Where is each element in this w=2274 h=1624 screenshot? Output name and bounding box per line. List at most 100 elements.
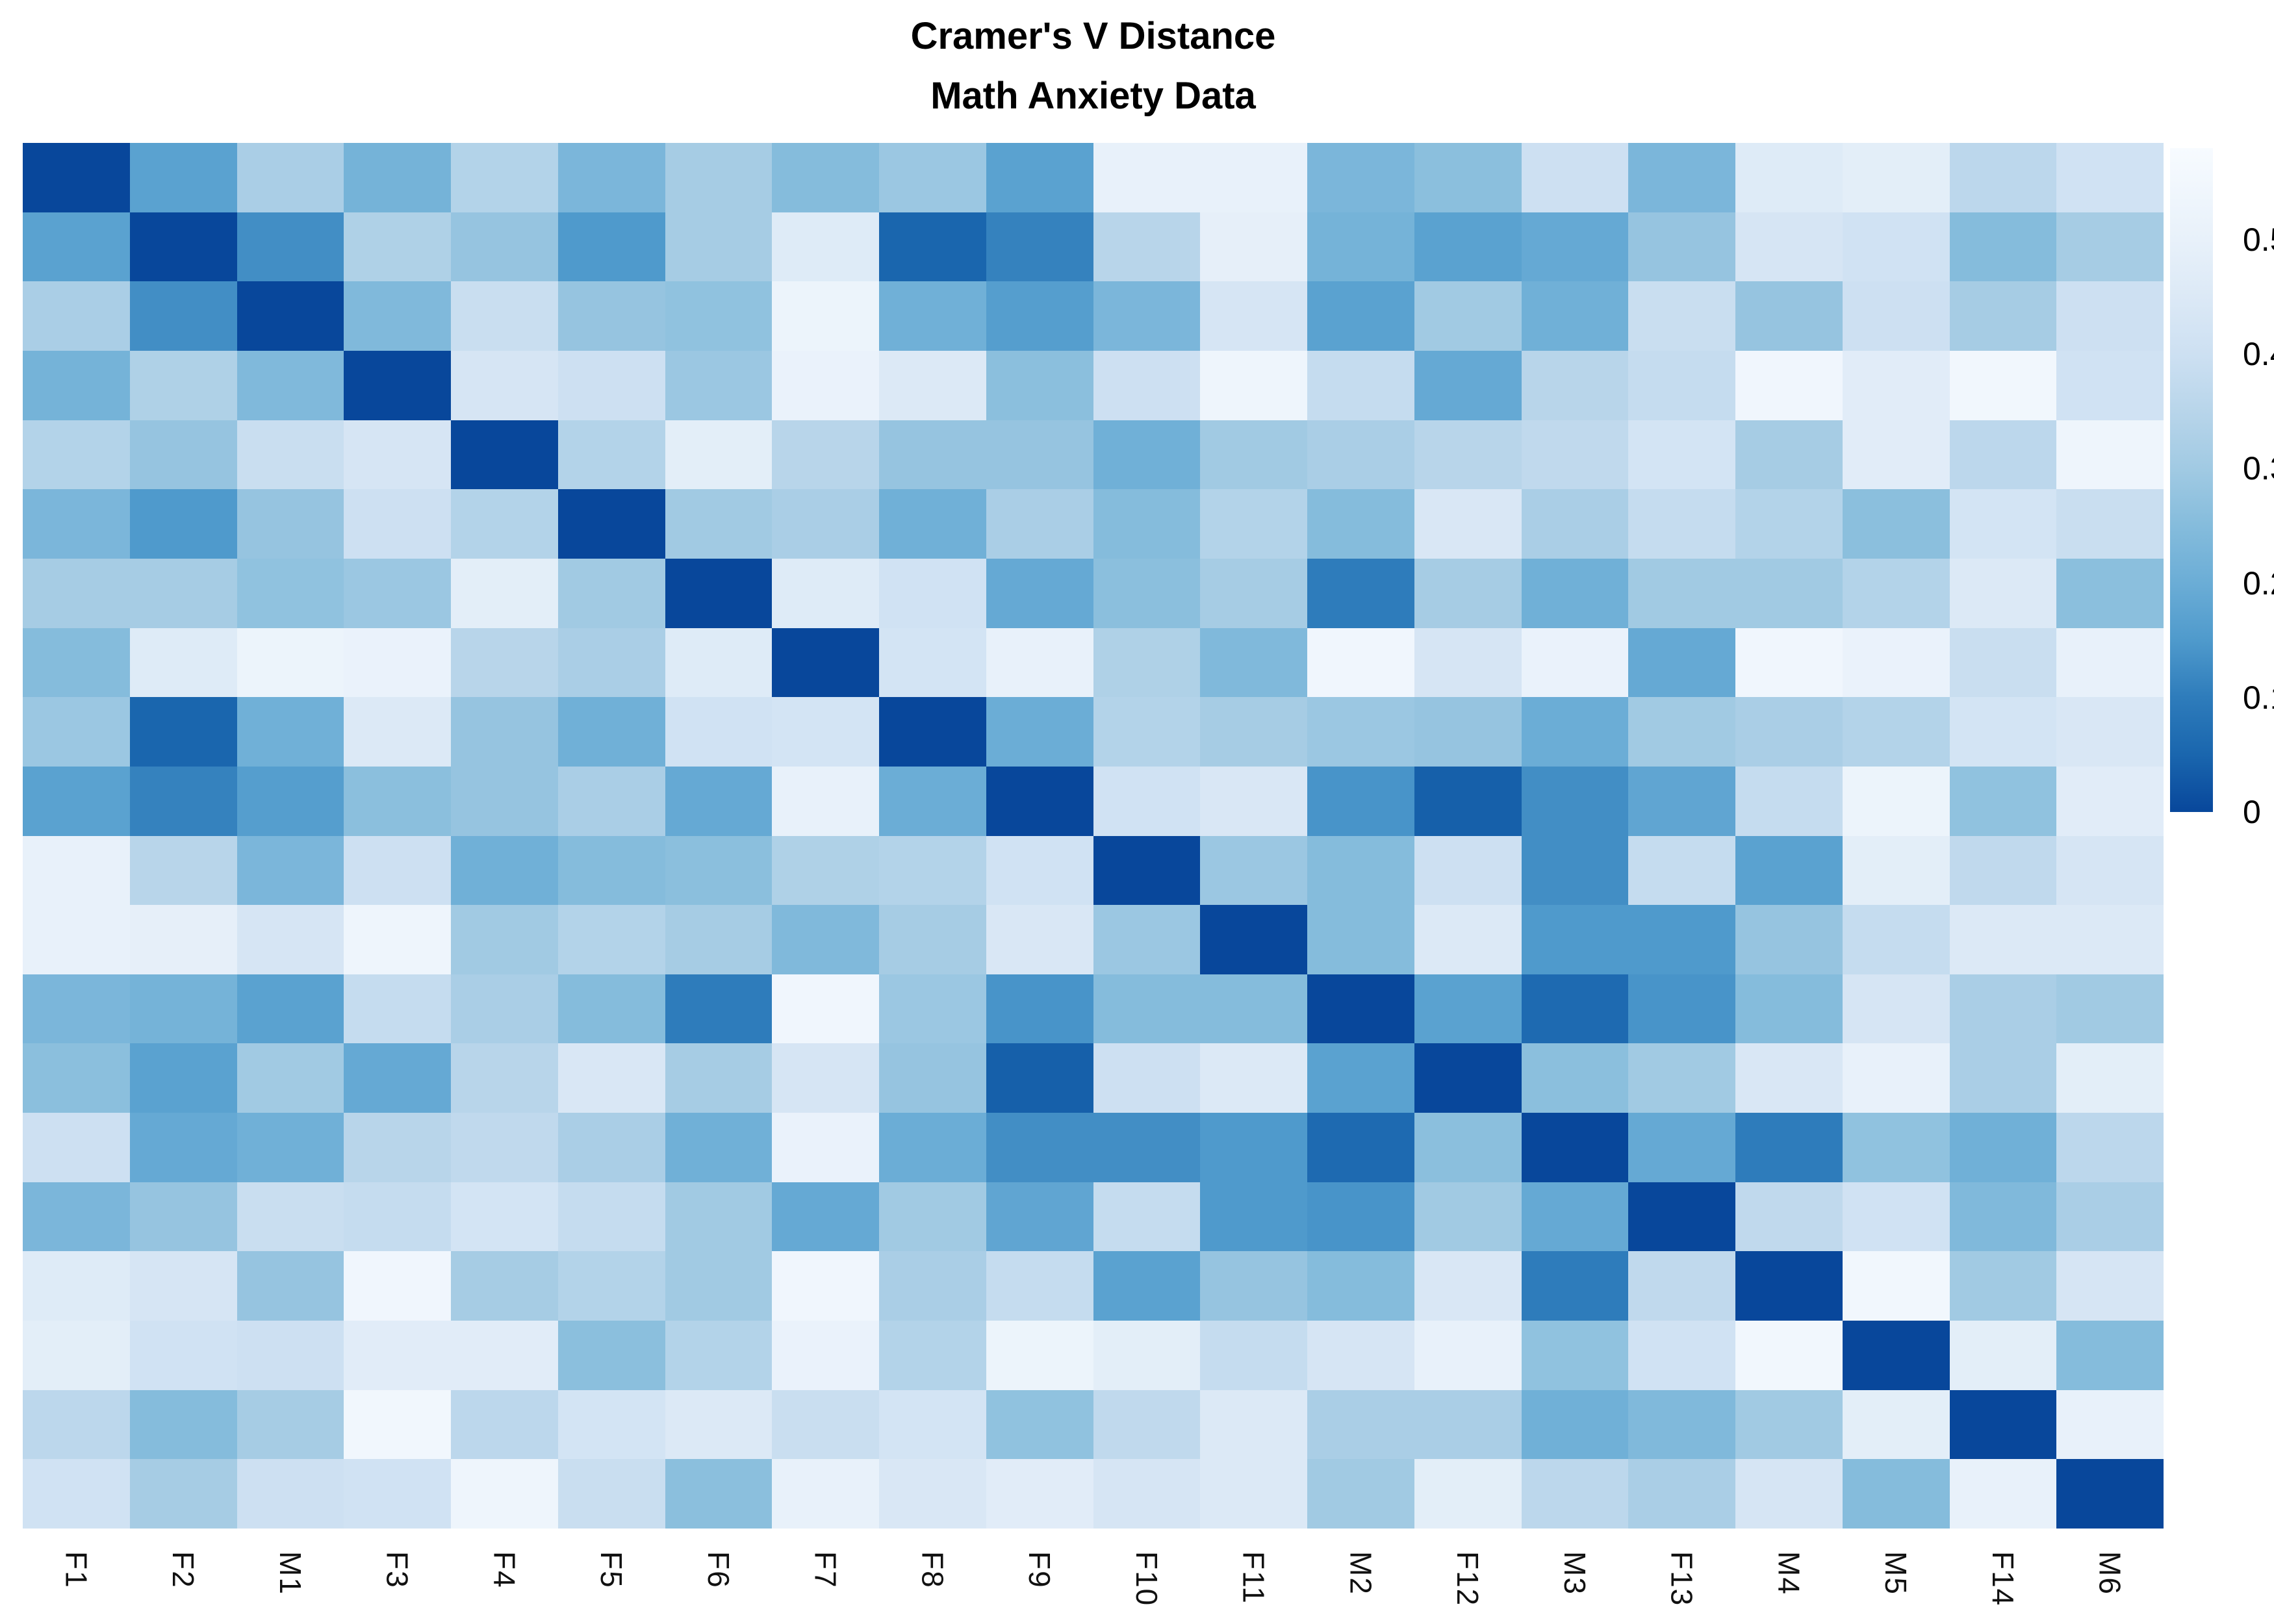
heatmap-cell — [1093, 212, 1201, 282]
heatmap-cell — [1093, 905, 1201, 974]
heatmap-cell — [772, 974, 879, 1044]
heatmap-cell — [129, 212, 237, 282]
legend-tick-label: 0.5 — [2243, 221, 2274, 258]
heatmap-cell — [129, 1251, 237, 1321]
x-axis-label: F10 — [1129, 1551, 1164, 1607]
heatmap-cell — [986, 905, 1093, 974]
heatmap-cell — [344, 835, 451, 906]
heatmap-cell — [344, 766, 451, 836]
heatmap-cell — [1414, 558, 1522, 628]
heatmap-cell — [2056, 1182, 2164, 1252]
heatmap-cell — [2056, 835, 2164, 906]
x-axis-label-slot: F14 — [1950, 1551, 2057, 1624]
heatmap-cell — [236, 350, 344, 420]
heatmap-cell — [1628, 350, 1735, 420]
heatmap-cell — [1307, 1321, 1414, 1390]
x-axis-labels: F1 F2 M1 F3 F4 F5 F6 F7 F8 F9 F10 F11 M2 F12 M3 F13 M4 M5… — [23, 1551, 2164, 1624]
heatmap-cell — [772, 1389, 879, 1460]
heatmap-cell — [1949, 697, 2057, 767]
heatmap-cell — [1949, 489, 2057, 559]
heatmap-cell — [1521, 350, 1629, 420]
heatmap-cell — [1093, 1251, 1201, 1321]
heatmap-cell — [557, 558, 665, 628]
heatmap-cell — [451, 420, 558, 490]
x-axis-label: M6 — [2093, 1551, 2127, 1595]
heatmap-cell — [772, 1459, 879, 1529]
x-axis-label-slot: F8 — [879, 1551, 986, 1624]
heatmap-cell — [557, 628, 665, 698]
heatmap-cell — [772, 1043, 879, 1113]
x-axis-label-slot: F2 — [130, 1551, 237, 1624]
heatmap-cell — [557, 835, 665, 906]
heatmap-cell — [879, 1321, 986, 1390]
x-axis-label: F12 — [1451, 1551, 1485, 1607]
heatmap-cell — [1200, 697, 1307, 767]
heatmap-cell — [1200, 1043, 1307, 1113]
heatmap-cell — [1200, 489, 1307, 559]
heatmap-cell — [986, 1389, 1093, 1460]
heatmap-cell — [1307, 905, 1414, 974]
heatmap-cell — [1949, 1321, 2057, 1390]
heatmap-cell — [879, 143, 986, 212]
heatmap-cell — [1521, 420, 1629, 490]
heatmap-cell — [23, 697, 130, 767]
heatmap-cell — [1200, 350, 1307, 420]
heatmap-cell — [1414, 1182, 1522, 1252]
heatmap-cell — [344, 1113, 451, 1182]
heatmap-cell — [665, 281, 773, 351]
heatmap-cell — [772, 697, 879, 767]
heatmap-cell — [129, 905, 237, 974]
heatmap-cell — [1842, 974, 1950, 1044]
heatmap-cell — [1949, 212, 2057, 282]
heatmap-cell — [1307, 1389, 1414, 1460]
heatmap-cell — [879, 835, 986, 906]
heatmap-cell — [1093, 281, 1201, 351]
heatmap-cell — [1521, 766, 1629, 836]
heatmap-cell — [2056, 766, 2164, 836]
heatmap-cell — [1307, 281, 1414, 351]
heatmap-cell — [1307, 1251, 1414, 1321]
heatmap-cell — [1200, 766, 1307, 836]
heatmap-cell — [1093, 350, 1201, 420]
heatmap-cell — [665, 143, 773, 212]
heatmap-cell — [451, 1182, 558, 1252]
x-axis-label-slot: F12 — [1414, 1551, 1522, 1624]
heatmap-cell — [1628, 1182, 1735, 1252]
heatmap-cell — [557, 143, 665, 212]
heatmap-cell — [1842, 1251, 1950, 1321]
heatmap-cell — [2056, 974, 2164, 1044]
heatmap-cell — [879, 974, 986, 1044]
heatmap-cell — [665, 1459, 773, 1529]
heatmap-cell — [879, 1389, 986, 1460]
heatmap-cell — [986, 697, 1093, 767]
x-axis-label: F9 — [1023, 1551, 1057, 1589]
heatmap-cell — [236, 905, 344, 974]
heatmap-cell — [557, 974, 665, 1044]
heatmap-cell — [451, 489, 558, 559]
heatmap-cell — [557, 420, 665, 490]
heatmap-cell — [129, 350, 237, 420]
heatmap-cell — [1628, 1459, 1735, 1529]
heatmap-cell — [129, 766, 237, 836]
heatmap-cell — [23, 350, 130, 420]
heatmap-cell — [986, 558, 1093, 628]
heatmap-cell — [1093, 766, 1201, 836]
heatmap-cell — [557, 905, 665, 974]
heatmap-cell — [1414, 974, 1522, 1044]
heatmap-cell — [1735, 558, 1843, 628]
heatmap-cell — [236, 558, 344, 628]
heatmap-cell — [1628, 1113, 1735, 1182]
heatmap-cell — [1735, 1321, 1843, 1390]
x-axis-label: M3 — [1557, 1551, 1592, 1595]
heatmap-cell — [665, 974, 773, 1044]
x-axis-label: M5 — [1879, 1551, 1913, 1595]
heatmap-cell — [986, 835, 1093, 906]
heatmap-cell — [557, 281, 665, 351]
heatmap-cell — [23, 281, 130, 351]
heatmap-cell — [1307, 628, 1414, 698]
heatmap-cell — [1521, 558, 1629, 628]
heatmap-cell — [1949, 905, 2057, 974]
heatmap-cell — [344, 1251, 451, 1321]
x-axis-label: F13 — [1665, 1551, 1699, 1607]
heatmap-cell — [1735, 1113, 1843, 1182]
